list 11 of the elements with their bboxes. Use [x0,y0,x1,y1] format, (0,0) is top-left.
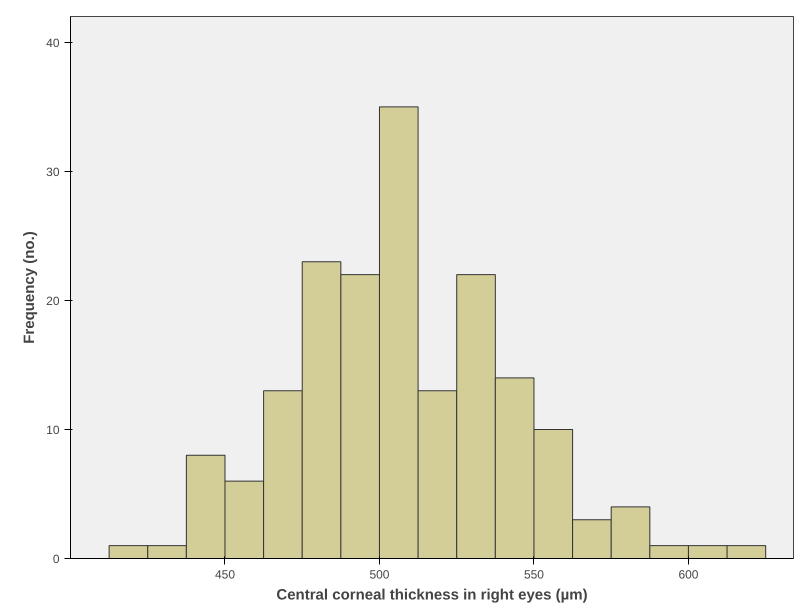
y-tick-label: 20 [46,294,60,308]
y-tick-label: 10 [46,422,60,437]
y-tick-label: 30 [46,164,60,179]
x-tick-label: 450 [214,568,236,582]
y-axis-title: Frequency (no.) [21,231,38,344]
x-tick-label: 600 [678,568,699,582]
y-tick-label: 0 [52,552,60,566]
x-tick-label: 550 [524,568,544,582]
x-tick-label: 500 [369,568,390,582]
y-tick-label: 40 [46,36,60,50]
x-axis-title: Central corneal thickness in right eyes (µm) [276,586,588,604]
